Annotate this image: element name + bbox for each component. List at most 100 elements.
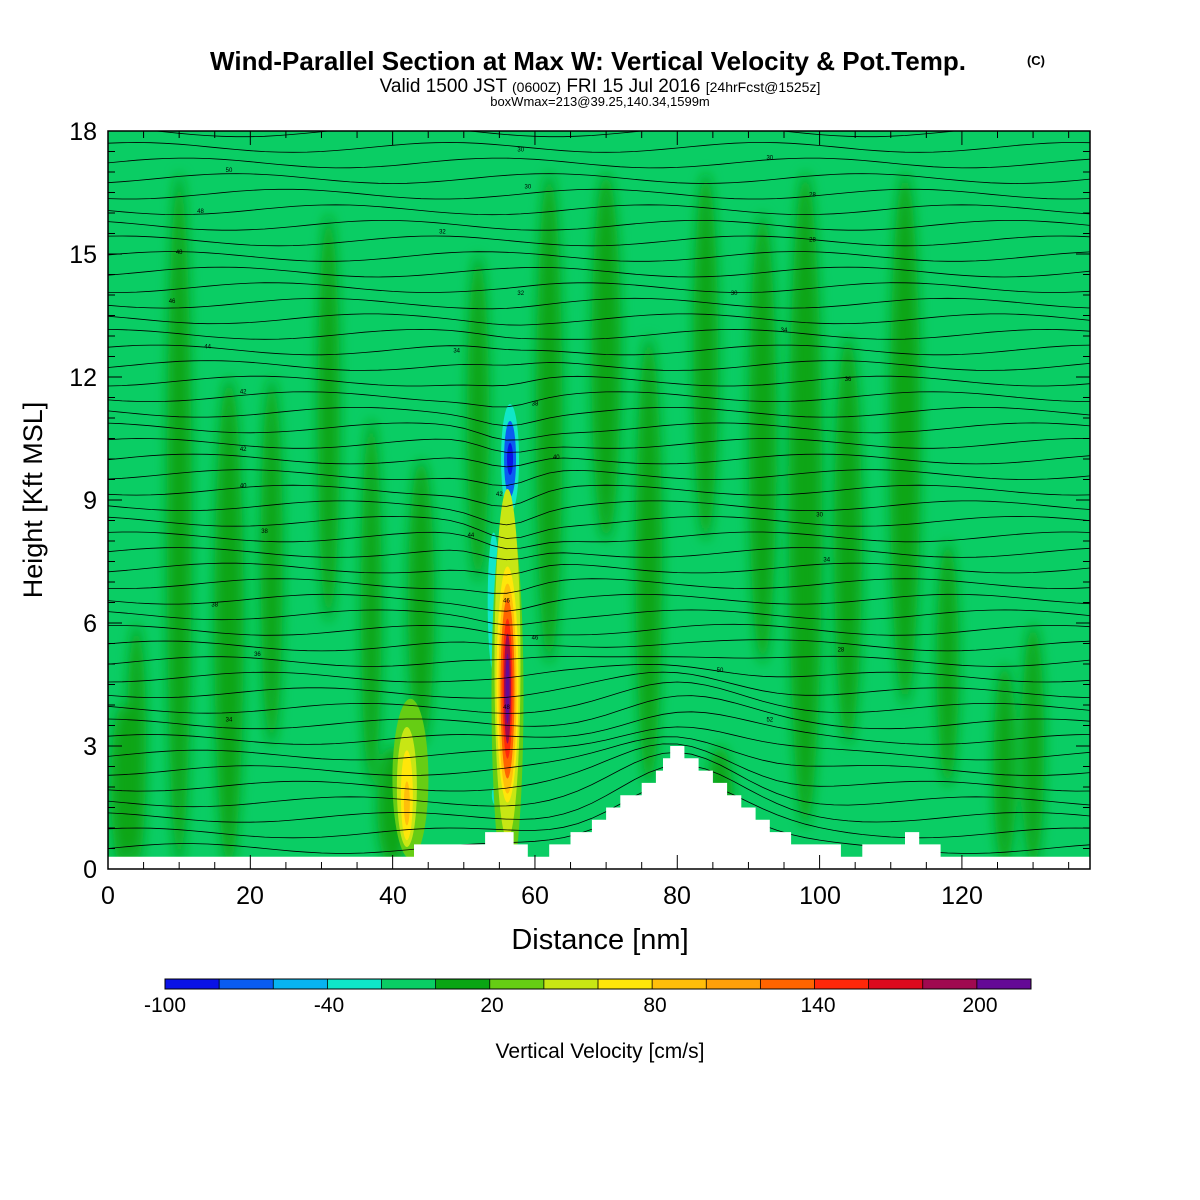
isentrope <box>108 111 1090 121</box>
isentrope <box>108 313 1090 326</box>
colorbar-tick-labels: -100 -40 20 80 140 200 <box>144 994 998 1017</box>
x-axis-label: Distance [nm] <box>511 924 688 956</box>
colorbar-segment <box>652 979 707 989</box>
isentrope-label: 34 <box>226 717 233 723</box>
isentrope-label: 30 <box>517 148 524 154</box>
colorbar-tick-label: 200 <box>962 994 997 1017</box>
isentrope <box>108 142 1090 153</box>
isentrope-label: 30 <box>524 184 531 190</box>
y-tick-label: 6 <box>83 610 97 638</box>
y-tick-label: 18 <box>69 118 97 146</box>
isentrope-label: 46 <box>169 299 176 305</box>
isentrope-label: 30 <box>766 156 773 162</box>
isentrope-label: 40 <box>240 484 247 490</box>
colorbar-tick-label: -40 <box>314 994 344 1017</box>
updraft-streak <box>889 172 921 705</box>
y-tick-label: 12 <box>69 364 97 392</box>
colorbar-segment <box>760 979 815 989</box>
isentrope <box>108 743 1090 792</box>
isentrope <box>108 235 1090 247</box>
x-tick-label: 0 <box>101 882 115 910</box>
isentrope <box>108 609 1090 626</box>
isentrope <box>108 623 1090 637</box>
isentrope-label: 28 <box>809 193 816 199</box>
y-tick-label: 15 <box>69 241 97 269</box>
isentrope <box>108 266 1090 278</box>
updraft-streaks <box>111 172 1045 869</box>
isentrope-label: 46 <box>503 599 510 605</box>
isentrope <box>108 157 1090 169</box>
isentrope <box>108 391 1090 408</box>
isentrope <box>108 751 1090 808</box>
isentrope <box>108 173 1090 184</box>
colorbar-segment <box>706 979 761 989</box>
isentrope <box>108 407 1090 427</box>
isentrope <box>108 780 1090 839</box>
isentrope <box>108 515 1090 539</box>
isentrope-label: 34 <box>781 328 788 334</box>
isentrope-label: 52 <box>766 717 773 723</box>
isentrope <box>108 344 1090 356</box>
isentrope <box>108 360 1090 371</box>
chart-title: Wind-Parallel Section at Max W: Vertical… <box>210 46 966 76</box>
isentrope-label: 34 <box>453 348 460 354</box>
colorbar-segment <box>489 979 545 989</box>
isentrope <box>108 736 1090 776</box>
x-tick-label: 20 <box>236 882 264 910</box>
isentrope-label: 48 <box>503 705 510 711</box>
y-tick-labels: 0 3 6 9 12 15 18 <box>69 118 97 884</box>
updraft-streak <box>360 418 382 787</box>
isentrope-label: 28 <box>809 238 816 244</box>
valid-prefix: Valid 1500 JST <box>380 76 508 97</box>
isentrope <box>108 469 1090 487</box>
y-tick-label: 9 <box>83 487 97 515</box>
isentrope <box>108 681 1090 714</box>
isentrope <box>108 251 1090 262</box>
isentrope <box>108 328 1090 340</box>
valid-time-line: Valid 1500 JST (0600Z) FRI 15 Jul 2016 [… <box>380 76 821 97</box>
x-tick-labels: 0 20 40 60 80 100 120 <box>101 882 983 910</box>
isentrope-label: 30 <box>731 291 738 297</box>
isentrope-label: 42 <box>496 492 503 498</box>
isentrope-label: 36 <box>254 652 261 658</box>
updraft-streak <box>693 172 719 541</box>
isentrope-label: 50 <box>226 168 233 174</box>
y-tick-label: 0 <box>83 856 97 884</box>
updraft-streak <box>166 172 192 869</box>
axis-ticks <box>107 130 1090 870</box>
isentrope <box>108 671 1090 699</box>
isentrope <box>108 663 1090 683</box>
isentrope <box>108 695 1090 730</box>
colorbar-tick-label: 80 <box>643 994 666 1017</box>
colorbar-segment <box>381 979 437 989</box>
isentrope <box>108 500 1090 526</box>
isentrope <box>108 655 1090 667</box>
isentrope-label: 32 <box>439 230 446 236</box>
updraft-streak <box>407 459 435 746</box>
isentrope <box>108 484 1090 507</box>
updraft-streak <box>788 172 823 828</box>
valid-date: FRI 15 Jul 2016 <box>566 76 700 97</box>
updraft-core <box>403 781 410 826</box>
isentrope-label: 42 <box>240 389 247 395</box>
colorbar-segment <box>868 979 924 989</box>
isentrope-label: 48 <box>176 250 183 256</box>
colorbar-segment <box>327 979 382 989</box>
x-tick-label: 120 <box>941 882 983 910</box>
isentrope <box>108 282 1090 293</box>
isentrope-label: 32 <box>517 291 524 297</box>
updraft-streak <box>1021 623 1045 869</box>
isentrope <box>108 547 1090 561</box>
isentrope <box>108 453 1090 468</box>
isentrope-label: 40 <box>553 455 560 461</box>
colorbar-segment <box>219 979 274 989</box>
theta-isentropes: 50 48 48 46 44 42 42 40 38 38 36 34 34 32 32 30 30 30 28 28… <box>108 111 1090 854</box>
downdraft-core <box>507 443 514 475</box>
isentrope-label: 42 <box>240 447 247 453</box>
zulu-time: (0600Z) <box>512 79 561 95</box>
isentrope-label: 28 <box>838 648 845 654</box>
isentrope <box>108 711 1090 745</box>
plot-area: 50 48 48 46 44 42 42 40 38 38 36 34 34 32 32 30 30 30 28 28… <box>108 111 1090 869</box>
isentrope-label: 46 <box>532 635 539 641</box>
isentrope-label: 44 <box>468 533 475 539</box>
